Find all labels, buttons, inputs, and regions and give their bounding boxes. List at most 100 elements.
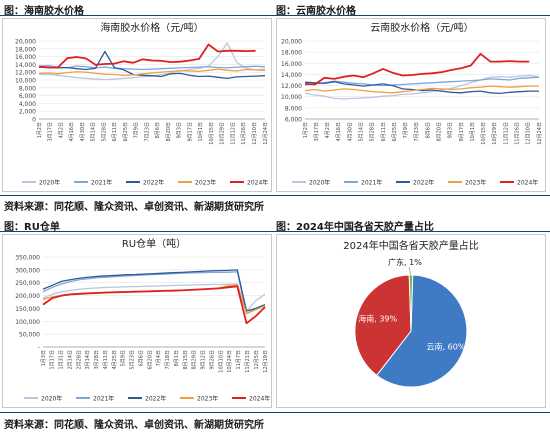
yunnan-title: 云南胶水价格（元/吨）	[370, 21, 473, 34]
source-note-top: 资料来源：同花顺、隆众资讯、卓创资讯、新湖期货研究所	[4, 202, 264, 213]
pie-title: 2024年中国各省天胶产量占比	[343, 239, 478, 252]
ru-ytick-label: -	[38, 345, 40, 352]
hainan-ytick-label: 20,000	[15, 39, 36, 46]
hainan-ytick-label: 16,000	[15, 54, 36, 61]
ru-series-line-2024年	[42, 285, 266, 325]
ru-ytick-label: 150,000	[15, 306, 40, 313]
caption-yunnan-price: 图：云南胶水价格	[276, 6, 356, 17]
hainan-legend-label: 2020年	[39, 179, 60, 187]
source-rule-top	[0, 195, 550, 196]
ru-legend-label: 2023年	[197, 395, 218, 403]
yunnan-xtick-label: 10月29日	[492, 122, 498, 145]
hainan-series-line-2023年	[38, 68, 266, 76]
panel-yunnan-price: 云南胶水价格（元/吨） 6,000 8,000 10,000 12,000 14,000 1…	[276, 18, 546, 192]
ru-xtick-label: 1月3日	[41, 350, 47, 366]
panel-province-share: 2024年中国各省天胶产量占比 云南, 60% 海南, 39% 广东, 1%	[276, 234, 546, 408]
yunnan-xtick-label: 5月28日	[370, 122, 376, 142]
ru-legend-label: 2020年	[41, 395, 62, 403]
yunnan-ytick-label: 20,000	[281, 39, 302, 46]
ru-xtick-label: 6月20日	[147, 350, 153, 370]
ru-legend-label: 2022年	[145, 395, 166, 403]
yunnan-series-line-2021年	[304, 76, 540, 87]
yunnan-xtick-label: 8月20日	[436, 122, 442, 142]
ru-xtick-label: 4月11日	[103, 350, 109, 370]
ru-xtick-label: 8月15日	[183, 350, 189, 370]
yunnan-xtick-label: 11月12日	[503, 122, 509, 145]
yunnan-xtick-label: 7月9日	[403, 122, 409, 138]
yunnan-series-line-2023年	[304, 85, 539, 94]
yunnan-xtick-label: 6月11日	[381, 122, 387, 142]
yunnan-xtick-label: 12月24日	[537, 122, 543, 145]
yunnan-ytick-label: 18,000	[281, 50, 302, 57]
hainan-title: 海南胶水价格（元/吨）	[100, 21, 203, 34]
ru-xtick-label: 8月1日	[174, 350, 180, 366]
hainan-xtick-label: 11月26日	[241, 122, 247, 145]
pie-slice-海南	[354, 274, 412, 377]
hainan-ytick-label: 14,000	[15, 62, 36, 69]
hainan-ytick-label: 18,000	[15, 46, 36, 53]
yunnan-xtick-label: 1月2日	[303, 122, 309, 138]
source-note-bottom: 资料来源：同花顺、隆众资讯、卓创资讯、新湖期货研究所	[4, 420, 264, 431]
yunnan-legend-label: 2022年	[413, 179, 434, 187]
ru-legend-label: 2021年	[93, 395, 114, 403]
ru-xtick-label: 1月17日	[50, 350, 56, 370]
ru-xtick-label: 11月7日	[236, 350, 242, 370]
hainan-xtick-label: 4月16日	[69, 122, 75, 142]
yunnan-xtick-label: 4月2日	[325, 122, 331, 138]
yunnan-series-line-2020年	[304, 74, 540, 100]
caption-province-share: 图：2024年中国各省天胶产量占比	[276, 222, 434, 233]
yunnan-legend-label: 2024年	[517, 179, 538, 187]
hainan-xtick-label: 12月10日	[252, 122, 258, 145]
panel-hainan-price: 海南胶水价格（元/吨） 0 2,000 4,000 6,000 8,000 10,000 12…	[2, 18, 272, 192]
ru-xtick-label: 10月24日	[227, 350, 233, 373]
ru-ytick-label: 250,000	[15, 280, 40, 287]
ru-xtick-label: 3月14日	[85, 350, 91, 370]
chart-hainan-price: 海南胶水价格（元/吨）02,0004,0006,0008,00010,00012…	[15, 21, 269, 187]
yunnan-xtick-label: 10月1日	[470, 122, 476, 142]
ru-xtick-label: 12月19日	[263, 350, 269, 373]
hainan-xtick-label: 10月1日	[198, 122, 204, 142]
yunnan-ytick-label: 14,000	[281, 72, 302, 79]
yunnan-series-line-2024年	[304, 52, 530, 86]
ru-xtick-label: 5月23日	[130, 350, 136, 370]
hainan-legend-label: 2021年	[91, 179, 112, 187]
hainan-xtick-label: 9月3日	[177, 122, 183, 138]
hainan-ytick-label: 2,000	[19, 109, 36, 116]
ru-series-line-2020年	[42, 283, 266, 312]
yunnan-xtick-label: 9月3日	[448, 122, 454, 138]
source-rule-bottom	[0, 412, 550, 413]
hainan-legend-label: 2022年	[143, 179, 164, 187]
ru-xtick-label: 6月6日	[138, 350, 144, 366]
chart-yunnan-price: 云南胶水价格（元/吨） 6,000 8,000 10,000 12,000 14,000 1…	[281, 21, 543, 187]
hainan-xtick-label: 10月29日	[220, 122, 226, 145]
hainan-ytick-label: 10,000	[15, 78, 36, 85]
yunnan-xtick-label: 9月17日	[459, 122, 465, 142]
yunnan-xtick-label: 7月23日	[414, 122, 420, 142]
yunnan-ytick-label: 16,000	[281, 61, 302, 68]
yunnan-legend-label: 2020年	[309, 179, 330, 187]
hainan-xtick-label: 1月2日	[37, 122, 43, 138]
ru-ytick-label: 300,000	[15, 267, 40, 274]
yunnan-xtick-label: 5月14日	[358, 122, 364, 142]
hainan-xtick-label: 5月28日	[101, 122, 107, 142]
hainan-xtick-label: 5月14日	[91, 122, 97, 142]
caption-rule-top	[0, 15, 550, 16]
pie-data-label: 广东, 1%	[388, 257, 422, 267]
hainan-legend-label: 2023年	[195, 179, 216, 187]
hainan-ytick-label: 12,000	[15, 70, 36, 77]
ru-title: RU仓单（吨）	[122, 237, 186, 250]
hainan-xtick-label: 4月30日	[80, 122, 86, 142]
ru-xtick-label: 9月26日	[209, 350, 215, 370]
yunnan-xtick-label: 6月25日	[392, 122, 398, 142]
yunnan-legend-label: 2021年	[361, 179, 382, 187]
yunnan-xtick-label: 4月16日	[336, 122, 342, 142]
yunnan-xtick-label: 12月10日	[526, 122, 532, 145]
ru-xtick-label: 7月4日	[156, 350, 162, 366]
pie-leader-line	[408, 266, 412, 276]
ru-xtick-label: 7月18日	[165, 350, 171, 370]
yunnan-legend-label: 2023年	[465, 179, 486, 187]
pie-slice-云南	[375, 274, 468, 388]
ru-xtick-label: 2月14日	[67, 350, 73, 370]
ru-xtick-label: 2月28日	[76, 350, 82, 370]
ru-xtick-label: 4月25日	[112, 350, 118, 370]
